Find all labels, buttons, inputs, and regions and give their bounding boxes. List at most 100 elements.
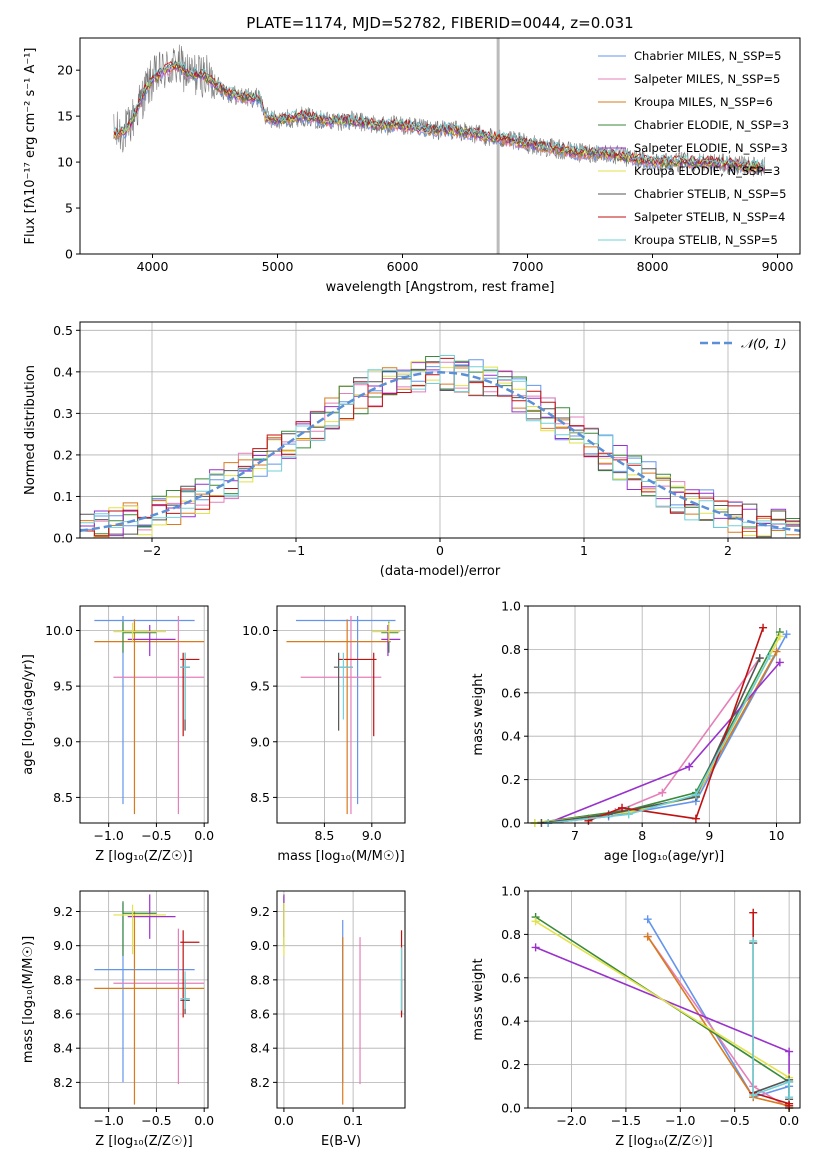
spectrum-legend: Chabrier MILES, N_SSP=5 Salpeter MILES, N… [598,49,789,247]
y-axis-label: Flux [fλ10⁻¹⁷ erg cm⁻² s⁻¹ A⁻¹] [23,48,38,245]
y-tick-label: 8.5 [250,790,270,805]
x-axis-label: Z [log₁₀(Z/Z☉)] [95,849,192,864]
axes-frame [276,890,406,1109]
y-tick-label: 0.4 [501,729,521,744]
errorbar-point [180,652,190,720]
axes-frame [79,890,209,1109]
errorbar-point [286,619,391,815]
y-tick-label: 0.5 [53,323,73,338]
y-tick-label: 8.2 [250,1075,270,1090]
errorbar-point [94,902,195,1083]
y-tick-label: 8.8 [53,972,73,987]
spectrum-panel: Chabrier MILES, N_SSP=5 Salpeter MILES, N… [23,37,801,295]
y-tick-label: 0.2 [501,772,521,787]
x-tick-label: 0.1 [343,1113,363,1128]
y-tick-label: 0 [65,247,73,262]
y-tick-label: 0.6 [501,970,521,985]
mass_vs_Z-plot-area [94,894,205,1105]
x-tick-label: 9.0 [362,828,382,843]
weight-marker [782,630,791,639]
errorbar-point [113,904,166,955]
errorbar-point [113,616,205,815]
y-tick-label: 9.2 [250,904,270,919]
weight-marker [765,651,774,660]
residuals-plot-area [80,355,800,538]
axes-frame [276,605,406,824]
y-tick-label: 8.5 [53,790,73,805]
y-tick-label: 20 [57,63,73,78]
weight-vs-age-panel: 7 8 9 10 0.0 0.2 0.4 0.6 0.8 1.0 age [log₁₀(age/yr… [471,599,801,864]
y-tick-label: 8.6 [53,1007,73,1022]
errorbar-point [180,971,190,1009]
axes-frame [527,890,801,1109]
errorbar-point [113,928,205,1085]
weight-marker [618,803,627,812]
weight-marker [759,623,768,632]
y-tick-label: 9.0 [53,734,73,749]
weight-marker [691,814,700,823]
errorbar-point [122,621,157,653]
weight-series-4 [534,631,781,824]
weight-marker [658,788,667,797]
x-tick-label: 8 [638,828,646,843]
weight-marker [749,908,758,917]
normal-distribution-curve [80,371,800,532]
y-axis-label: mass [log₁₀(M/M☉)] [21,936,36,1063]
weight-series-8 [588,627,764,822]
x-tick-label: 0.0 [779,1113,799,1128]
x-tick-label: −1.0 [93,828,123,843]
weight-marker [685,762,694,771]
weight-marker [749,1090,758,1099]
x-axis-label: wavelength [Angstrom, rest frame] [326,280,555,295]
age-vs-z-panel: −1.0 −0.5 0.0 8.5 9.0 9.5 10.0 Z [log₁₀(Z/Z☉)] a… [21,605,214,864]
y-tick-label: 5 [65,201,73,216]
legend-label: 𝒩(0, 1) [741,336,787,351]
weight-series-1 [647,918,790,1108]
x-tick-label: −0.5 [720,1113,750,1128]
y-axis-label: mass weight [471,958,486,1040]
y-tick-label: 1.0 [501,599,521,614]
legend-label: Kroupa ELODIE, N_SSP=3 [634,164,780,178]
axes-frame [79,37,801,255]
model-spectrum-7 [113,59,766,170]
y-tick-label: 9.0 [250,938,270,953]
weight-marker [531,917,540,926]
weight-series-9 [752,940,790,1098]
x-tick-label: 4000 [137,259,169,274]
age_vs_mass-plot-area [286,616,401,815]
y-axis-label: mass weight [471,673,486,755]
residual-histogram-9 [80,355,800,538]
y-tick-label: 8.4 [250,1041,270,1056]
weight-series-3 [548,651,778,824]
x-tick-label: 0.0 [194,1113,214,1128]
weight-marker [531,943,540,952]
y-tick-label: 10.0 [45,623,73,638]
y-tick-label: 0.3 [53,406,73,421]
weight-marker [624,810,633,819]
figure-title: PLATE=1174, MJD=52782, FIBERID=0044, z=0… [246,14,633,32]
y-tick-label: 10 [57,155,73,170]
y-tick-label: 8.2 [53,1075,73,1090]
legend-label: Kroupa STELIB, N_SSP=5 [634,233,778,247]
mass-vs-z-panel: −1.0 −0.5 0.0 8.2 8.4 8.6 8.8 9.0 9.2 Z [log₁₀(Z/… [21,890,214,1149]
weight-series-8 [752,912,790,1106]
errorbar-point [300,616,382,815]
x-axis-label: age [log₁₀(age/yr)] [604,849,725,864]
x-tick-label: −1.0 [665,1113,695,1128]
x-tick-label: 9 [705,828,713,843]
errorbar-point [295,616,396,805]
errorbar-point [381,624,401,657]
errorbar-point [94,616,195,805]
x-tick-label: 0 [436,543,444,558]
mass-vs-ebv-panel: 0.0 0.1 8.2 8.4 8.6 8.8 9.0 9.2 E(B-V) [250,890,406,1149]
x-tick-label: 0.0 [194,828,214,843]
legend-label: Salpeter MILES, N_SSP=5 [634,72,780,86]
y-tick-label: 0.0 [501,1101,521,1116]
y-tick-label: 15 [57,109,73,124]
x-tick-label: −1.5 [611,1113,641,1128]
x-tick-label: 2 [724,543,732,558]
x-tick-label: 7000 [512,259,544,274]
x-tick-label: 8000 [637,259,669,274]
axes-frame [527,605,801,824]
